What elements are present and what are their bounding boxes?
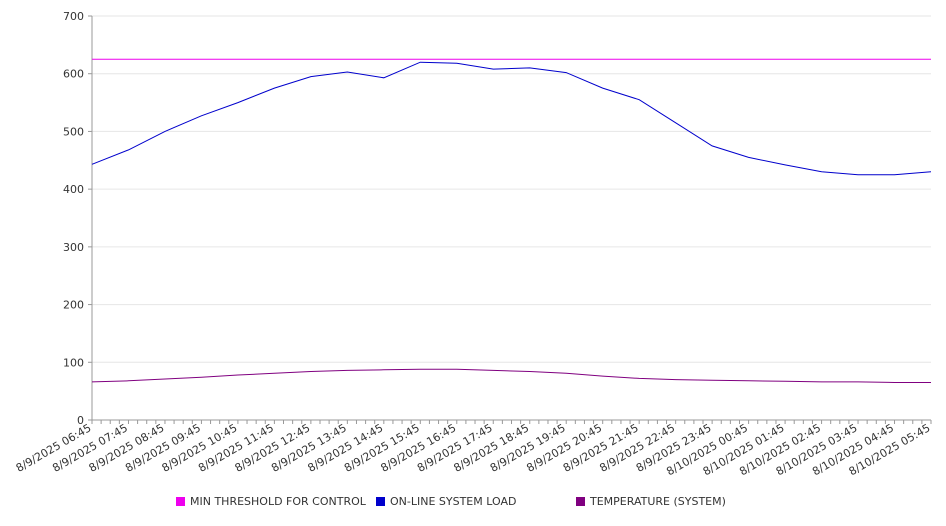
- grid-lines: [92, 15, 931, 421]
- legend-swatch: [176, 497, 185, 506]
- legend: MIN THRESHOLD FOR CONTROL ON-LINE SYSTEM …: [176, 495, 726, 508]
- legend-label: TEMPERATURE (SYSTEM): [589, 495, 726, 508]
- legend-swatch: [376, 497, 385, 506]
- x-axis: 8/9/2025 06:458/9/2025 07:458/9/2025 08:…: [14, 419, 933, 478]
- y-tick-label: 300: [63, 241, 84, 254]
- y-tick-label: 600: [63, 68, 84, 81]
- y-tick-label: 500: [63, 125, 84, 138]
- y-tick-label: 0: [77, 414, 84, 427]
- legend-label: ON-LINE SYSTEM LOAD: [390, 495, 516, 508]
- y-tick-label: 200: [63, 299, 84, 312]
- y-tick-label: 400: [63, 183, 84, 196]
- series-line-1: [91, 61, 932, 176]
- legend-swatch: [576, 497, 585, 506]
- legend-label: MIN THRESHOLD FOR CONTROL: [190, 495, 367, 508]
- series-line-2: [91, 368, 931, 383]
- series-lines: [91, 58, 932, 383]
- y-tick-label: 100: [63, 356, 84, 369]
- y-tick-label: 700: [63, 10, 84, 23]
- y-axis: 0 100 200 300 400 500 600 700: [63, 10, 93, 427]
